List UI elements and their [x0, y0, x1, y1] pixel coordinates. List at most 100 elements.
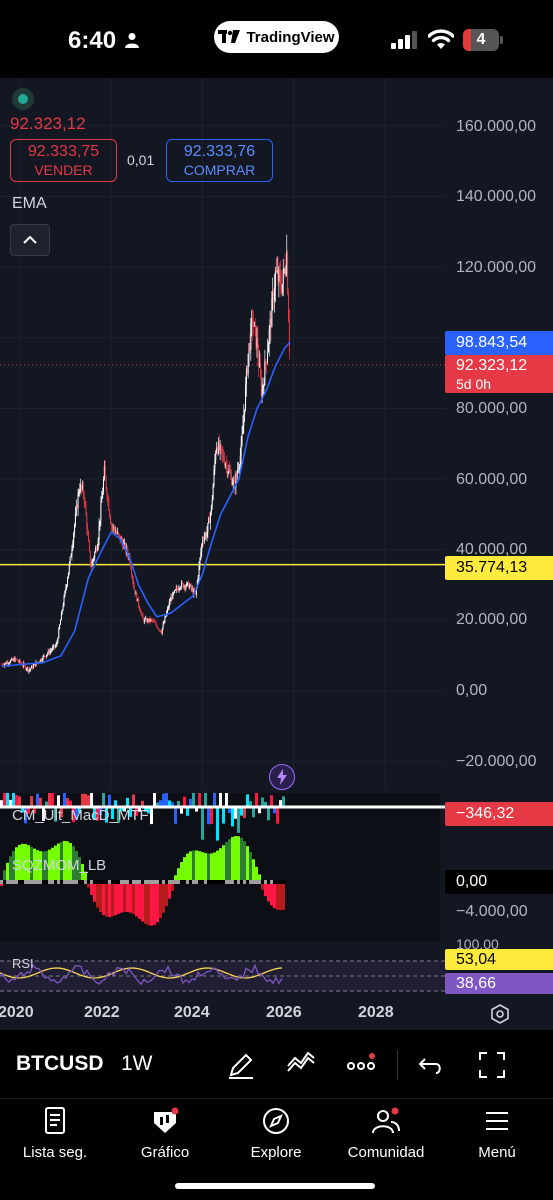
- candle-body: [105, 476, 107, 489]
- candle-body: [108, 498, 110, 511]
- more-options-icon[interactable]: [345, 1049, 377, 1081]
- sqzmom-dot: [0, 880, 3, 884]
- nav-community[interactable]: Comunidad: [331, 1104, 441, 1161]
- candle-body: [215, 452, 217, 461]
- interval-selector[interactable]: 1W: [121, 1052, 153, 1075]
- candle-body: [95, 548, 97, 551]
- candle-body: [278, 269, 280, 282]
- macd-bar: [0, 800, 3, 807]
- sqzmom-dot: [258, 880, 261, 884]
- tradingview-pill[interactable]: TradingView: [214, 21, 339, 53]
- flash-alert-button[interactable]: [269, 764, 295, 790]
- candle-body: [42, 656, 44, 661]
- sqzmom-bar: [105, 882, 108, 917]
- macd-bar: [84, 793, 87, 807]
- person-icon: [125, 33, 139, 48]
- nav-watchlist[interactable]: Lista seg.: [0, 1104, 110, 1161]
- rsi-pane: [0, 960, 445, 992]
- nav-label: Gráfico: [140, 1144, 190, 1161]
- candle-body: [207, 523, 209, 533]
- rsi-indicator-label[interactable]: RSI: [12, 956, 34, 971]
- sqzmom-bar: [75, 850, 78, 882]
- nav-chart[interactable]: Gráfico: [110, 1104, 220, 1161]
- spread-value: 0,01: [127, 152, 155, 168]
- sqzmom-bar: [141, 882, 144, 922]
- candle-body: [144, 619, 146, 622]
- sell-label: VENDER: [34, 162, 93, 178]
- candle-body: [33, 663, 35, 666]
- sell-button[interactable]: 92.333,75 VENDER: [10, 139, 117, 182]
- candle-body: [281, 284, 283, 293]
- candle-body: [256, 338, 258, 348]
- sqzmom-dot: [57, 880, 60, 884]
- macd-bar: [42, 807, 45, 821]
- candle-body: [7, 662, 9, 665]
- buy-button[interactable]: 92.333,76 COMPRAR: [166, 139, 273, 182]
- macd-bar: [75, 807, 78, 820]
- hamburger-menu-icon: [486, 1112, 508, 1130]
- candle-body: [35, 662, 37, 667]
- nav-menu[interactable]: Menú: [442, 1104, 552, 1161]
- candle-body: [56, 642, 58, 645]
- sqzmom-bar: [12, 851, 15, 882]
- candle-body: [266, 362, 268, 363]
- candle-body: [177, 589, 179, 590]
- sqzmom-dot: [126, 880, 129, 884]
- undo-icon[interactable]: [416, 1049, 448, 1081]
- macd-bar: [111, 807, 114, 820]
- macd-indicator-label[interactable]: CM_Ult_MacD_MTF: [12, 807, 149, 824]
- macd-bar: [12, 793, 15, 807]
- sqzmom-bar: [228, 839, 231, 882]
- scale-settings-icon[interactable]: [489, 1003, 511, 1025]
- macd-bar: [225, 793, 228, 807]
- candle-body: [178, 588, 180, 590]
- price-chart[interactable]: [0, 78, 553, 1030]
- chart-area[interactable]: 160.000,00 140.000,00 120.000,00 80.000,…: [0, 78, 553, 1030]
- sqzmom-dot: [183, 880, 186, 884]
- candle-body: [1, 664, 3, 666]
- buy-price: 92.333,76: [183, 143, 256, 160]
- sqzmom-bar: [276, 882, 279, 910]
- candle-body: [234, 481, 236, 488]
- nav-explore[interactable]: Explore: [221, 1104, 331, 1161]
- sqzmom-indicator-label[interactable]: SQZMOM_LB: [12, 857, 107, 874]
- candle-body: [246, 368, 248, 374]
- sqzmom-bar: [246, 846, 249, 882]
- sqzmom-bar: [117, 882, 120, 914]
- sqzmom-bar: [45, 850, 48, 882]
- candle-body: [67, 572, 69, 579]
- macd-bar: [60, 807, 63, 818]
- candle-body: [270, 319, 272, 328]
- fullscreen-icon[interactable]: [476, 1049, 508, 1081]
- pencil-icon[interactable]: [225, 1049, 257, 1081]
- ema-indicator-label[interactable]: EMA: [12, 195, 47, 212]
- macd-bar: [18, 796, 21, 807]
- collapse-legend-button[interactable]: [10, 224, 50, 256]
- candle-body: [271, 298, 273, 328]
- candle-body: [52, 647, 54, 650]
- macd-bar: [69, 800, 72, 807]
- candle-body: [135, 593, 137, 595]
- level-line-tag[interactable]: 35.774,13: [445, 556, 553, 580]
- bar-countdown: 5d 0h: [456, 376, 492, 392]
- ema-value-tag: 98.843,54: [445, 331, 553, 355]
- candle-body: [8, 663, 10, 665]
- tradingview-logo-icon: [218, 30, 241, 43]
- candle-body: [138, 598, 140, 606]
- sqzmom-dot: [177, 880, 180, 884]
- sqzmom-bar: [150, 882, 153, 926]
- macd-bar: [123, 807, 126, 812]
- sqzmom-dot: [159, 880, 162, 884]
- candle-body: [109, 510, 111, 517]
- candle-body: [175, 588, 177, 590]
- candle-body: [251, 318, 253, 324]
- sqzmom-bar: [159, 882, 162, 919]
- candle-body: [88, 532, 90, 542]
- sqzmom-bar: [153, 882, 156, 925]
- indicators-icon[interactable]: [285, 1049, 317, 1081]
- sqzmom-bar: [255, 866, 258, 882]
- symbol-name[interactable]: BTCUSD: [16, 1052, 104, 1075]
- sqzmom-dot: [114, 880, 117, 884]
- sqzmom-dot: [261, 880, 264, 884]
- candle-body: [62, 605, 64, 610]
